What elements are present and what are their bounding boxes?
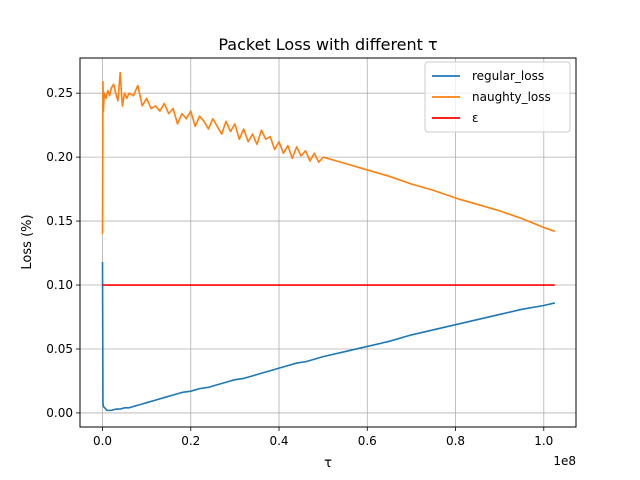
y-axis-ticks: 0.00 0.05 0.10 0.15 0.20 0.25 — [46, 86, 80, 420]
legend-box — [424, 61, 571, 133]
y-tick-label: 0.10 — [46, 278, 73, 292]
x-axis-offset-label: 1e8 — [553, 454, 576, 468]
x-tick-label: 1.0 — [534, 434, 553, 448]
legend-label: regular_loss — [472, 69, 544, 83]
legend-label: ε — [472, 111, 479, 125]
y-tick-label: 0.15 — [46, 214, 73, 228]
x-tick-label: 0.6 — [358, 434, 377, 448]
y-axis-label: Loss (%) — [20, 214, 35, 269]
y-tick-label: 0.20 — [46, 150, 73, 164]
y-tick-label: 0.05 — [46, 342, 73, 356]
series-line-1 — [101, 262, 556, 412]
y-tick-label: 0.00 — [46, 406, 73, 420]
legend: regular_loss naughty_loss ε — [424, 61, 571, 133]
y-tick-label: 0.25 — [46, 86, 73, 100]
x-tick-label: 0.4 — [269, 434, 288, 448]
plot-series — [101, 71, 556, 412]
x-tick-label: 0.0 — [93, 434, 112, 448]
legend-label: naughty_loss — [472, 90, 551, 104]
x-tick-label: 0.2 — [181, 434, 200, 448]
x-axis-label: τ — [324, 456, 332, 471]
series-line-2 — [101, 71, 556, 234]
x-axis-ticks: 0.0 0.2 0.4 0.6 0.8 1.0 — [93, 427, 553, 448]
chart-title: Packet Loss with different τ — [218, 35, 437, 54]
plot-frame — [79, 57, 577, 428]
x-tick-label: 0.8 — [446, 434, 465, 448]
legend-entries: regular_loss naughty_loss ε — [432, 69, 551, 125]
